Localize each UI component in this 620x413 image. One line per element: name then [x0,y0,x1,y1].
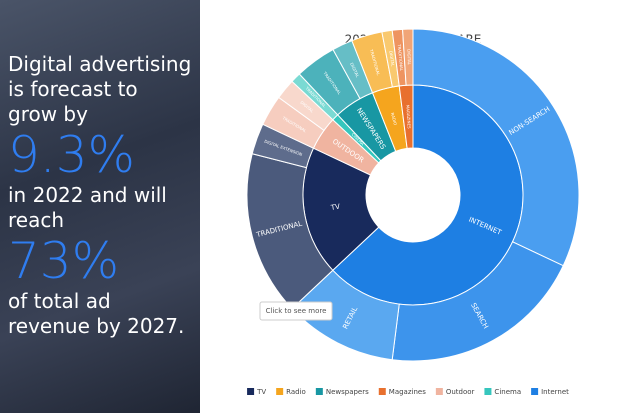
segment-label[interactable]: TV [329,203,340,213]
segment-label[interactable]: Digital [349,62,361,79]
segment-label[interactable]: Traditional [397,43,405,72]
tooltip-text: Click to see more [266,307,327,315]
panel-text: of total ad revenue by 2027. [8,289,185,338]
legend-label: TV [256,388,266,396]
legend-label: Newspapers [326,388,369,396]
segment-label[interactable]: Digital [388,51,396,68]
segment-outer[interactable] [412,28,580,267]
segment-label[interactable]: Magazines [405,105,412,130]
legend-swatch [435,388,443,395]
legend-label: Outdoor [446,388,475,396]
legend-swatch [484,388,492,395]
legend-label: Radio [286,388,306,396]
panel-text: in 2022 and will reach [8,183,167,232]
info-panel: Digital advertising is forecast to grow … [0,0,200,413]
segment-label[interactable]: Radio [390,112,398,126]
segment-outer[interactable] [402,28,414,86]
segment-label[interactable]: Digital [406,49,412,66]
legend-swatch [378,388,386,395]
legend-swatch [247,388,255,395]
panel-stat: 9.3% [8,126,136,184]
legend-swatch [315,388,323,395]
legend-swatch [531,388,539,395]
panel-text: Digital advertising is forecast to grow … [8,52,192,126]
legend-label: Cinema [494,388,521,396]
panel-stat: 73% [8,232,120,290]
legend-label: Magazines [389,388,426,396]
chart: 2022 CHANNEL SHARE Non-searchSearchRetai… [246,28,580,396]
legend-label: Internet [541,388,569,396]
legend-swatch [276,388,284,395]
tooltip[interactable] [259,301,333,321]
legend: TV Radio Newspapers Magazines Outdoor Cinema I… [247,388,569,396]
